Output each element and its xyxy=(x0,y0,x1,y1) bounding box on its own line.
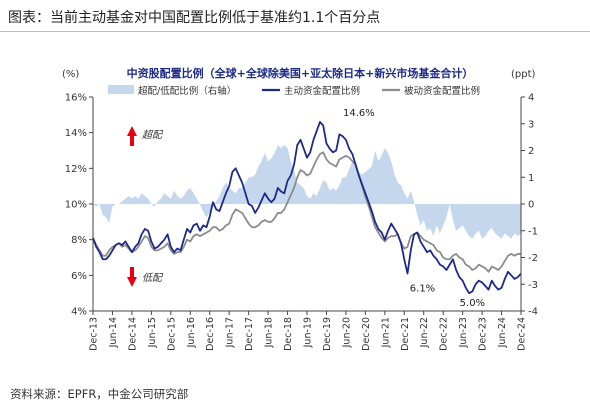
x-tick-label: Dec-13 xyxy=(89,317,100,351)
x-tick-label: Dec-17 xyxy=(244,317,255,351)
underweight-arrow-icon xyxy=(127,267,137,287)
right-tick-label: 4 xyxy=(528,93,534,104)
legend-item-passive-label: 被动资金配置比例 xyxy=(404,85,480,97)
x-tick-label: Jun-15 xyxy=(147,317,158,348)
left-tick-label: 10% xyxy=(65,200,87,211)
data-label: 5.0% xyxy=(460,298,485,309)
right-tick-label: 2 xyxy=(528,146,534,157)
x-tick-label: Jun-21 xyxy=(380,317,391,348)
data-label: 14.6% xyxy=(343,108,375,119)
x-tick-label: Dec-22 xyxy=(439,317,450,351)
right-tick-label: 1 xyxy=(528,173,534,184)
x-tick-label: Jun-19 xyxy=(303,317,314,348)
left-tick-label: 12% xyxy=(65,164,87,175)
x-tick-label: Jun-14 xyxy=(108,317,119,348)
right-tick-label: -1 xyxy=(528,226,538,237)
right-tick-label: -2 xyxy=(528,253,538,264)
underweight-label: 低配 xyxy=(142,272,164,284)
x-tick-label: Dec-20 xyxy=(361,317,372,351)
x-tick-label: Dec-19 xyxy=(322,317,333,351)
chart-title: 中资股配置比例（全球+全球除美国+亚太除日本+新兴市场基金合计） xyxy=(127,66,474,80)
source-note: 资料来源：EPFR，中金公司研究部 xyxy=(10,387,189,401)
x-tick-label: Dec-21 xyxy=(400,317,411,351)
x-tick-label: Jun-18 xyxy=(264,317,275,348)
x-tick-label: Dec-23 xyxy=(478,317,489,351)
series-line-passive xyxy=(92,151,521,273)
overweight-arrow-icon xyxy=(127,126,137,146)
legend-item-over-under-label: 超配/低配比例（右轴） xyxy=(138,85,236,97)
left-tick-label: 6% xyxy=(71,271,87,282)
x-tick-label: Dec-14 xyxy=(127,317,138,351)
right-tick-label: 0 xyxy=(528,200,534,211)
text-layer: 中资股配置比例（全球+全球除美国+亚太除日本+新兴市场基金合计） (%) (pp… xyxy=(62,66,538,351)
overweight-label: 超配 xyxy=(142,129,164,141)
x-tick-label: Jun-17 xyxy=(225,317,236,348)
x-tick-label: Dec-24 xyxy=(517,317,528,351)
x-tick-label: Jun-23 xyxy=(458,317,469,348)
series-area-over-under xyxy=(93,145,521,239)
right-tick-label: -4 xyxy=(528,307,538,318)
left-axis-unit: (%) xyxy=(62,69,79,80)
figure-title: 图表：当前主动基金对中国配置比例低于基准约1.1个百分点 xyxy=(8,10,381,26)
x-tick-label: Jun-22 xyxy=(419,317,430,348)
axis-layer xyxy=(89,96,525,315)
left-tick-label: 16% xyxy=(65,93,87,104)
x-tick-label: Jun-20 xyxy=(341,317,352,348)
data-label: 6.1% xyxy=(410,284,435,295)
series-line-active xyxy=(92,121,522,295)
right-tick-label: -3 xyxy=(528,280,538,291)
legend-item-over-under-swatch xyxy=(108,85,134,94)
left-tick-label: 4% xyxy=(71,307,87,318)
left-tick-label: 8% xyxy=(71,235,87,246)
left-tick-label: 14% xyxy=(65,128,87,139)
legend-item-active-label: 主动资金配置比例 xyxy=(284,85,360,97)
right-tick-label: 3 xyxy=(528,119,534,130)
plot-layer xyxy=(92,121,522,295)
x-tick-label: Dec-16 xyxy=(205,317,216,351)
right-axis-unit: (ppt) xyxy=(511,69,536,80)
x-tick-label: Dec-15 xyxy=(166,317,177,351)
x-tick-label: Dec-18 xyxy=(283,317,294,351)
legend: 超配/低配比例（右轴） 主动资金配置比例 被动资金配置比例 xyxy=(108,85,480,97)
x-tick-label: Jun-24 xyxy=(497,317,508,348)
x-tick-label: Jun-16 xyxy=(186,317,197,348)
title-divider xyxy=(0,31,590,32)
